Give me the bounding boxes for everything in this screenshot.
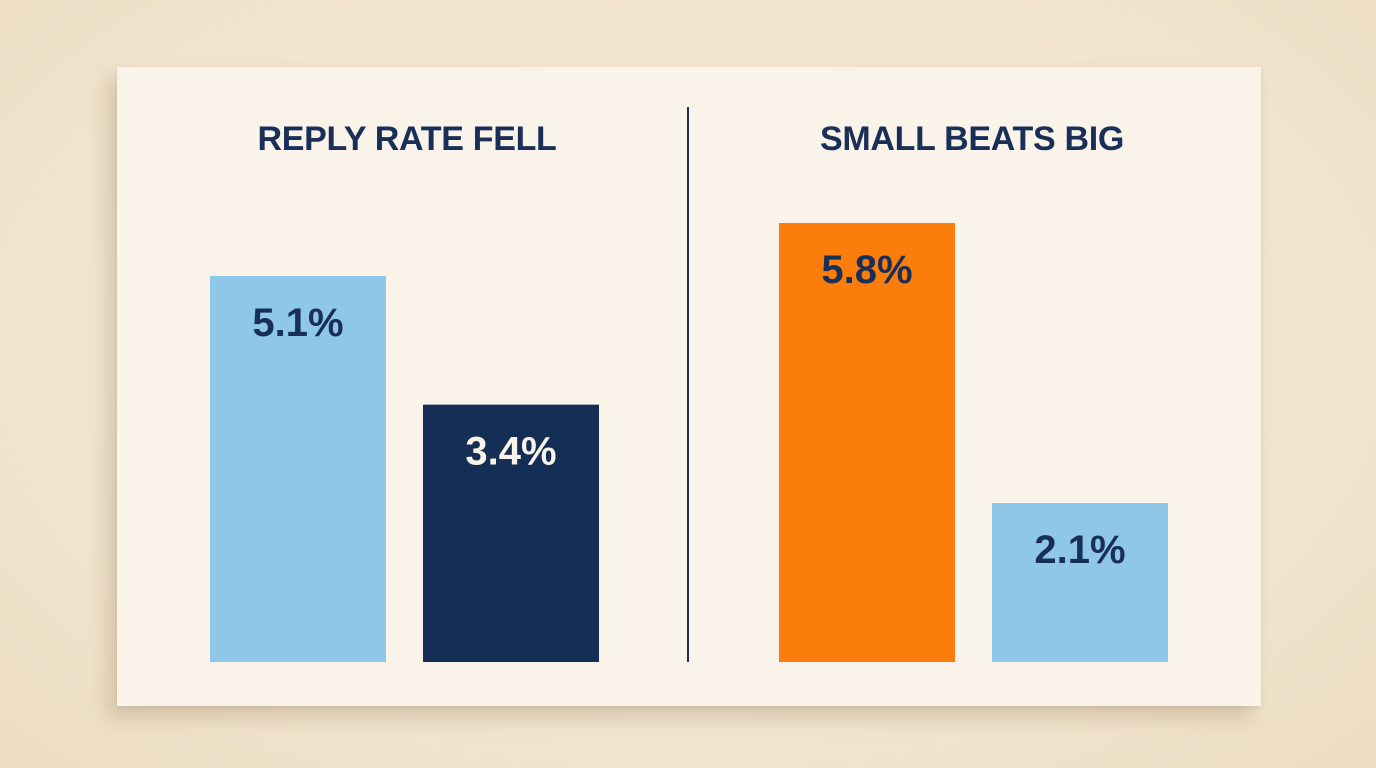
- left-chart-bar-1: [210, 275, 386, 662]
- left-chart-bar-1-value-label: 5.1%: [252, 301, 343, 345]
- right-chart-bar-1-value-label: 5.8%: [821, 248, 912, 292]
- left-chart-bar-2-value-label: 3.4%: [465, 430, 556, 474]
- right-chart-bar-1: [779, 222, 955, 662]
- chart-card: REPLY RATE FELL SMALL BEATS BIG 5.1% 3.4%…: [117, 67, 1261, 706]
- left-chart-bar-2: [423, 404, 599, 662]
- left-chart-bars: 5.1% 3.4%: [210, 275, 599, 662]
- bar-charts: 5.1% 3.4% 5.8% 2.1%: [210, 222, 1168, 662]
- right-chart-bar-2: [992, 503, 1168, 662]
- right-chart-bars: 5.8% 2.1%: [779, 222, 1168, 662]
- right-chart-title: SMALL BEATS BIG: [819, 120, 1125, 158]
- panel-divider: [687, 107, 689, 662]
- right-chart-bar-2-value-label: 2.1%: [1034, 528, 1125, 572]
- left-chart-title: REPLY RATE FELL: [257, 120, 557, 158]
